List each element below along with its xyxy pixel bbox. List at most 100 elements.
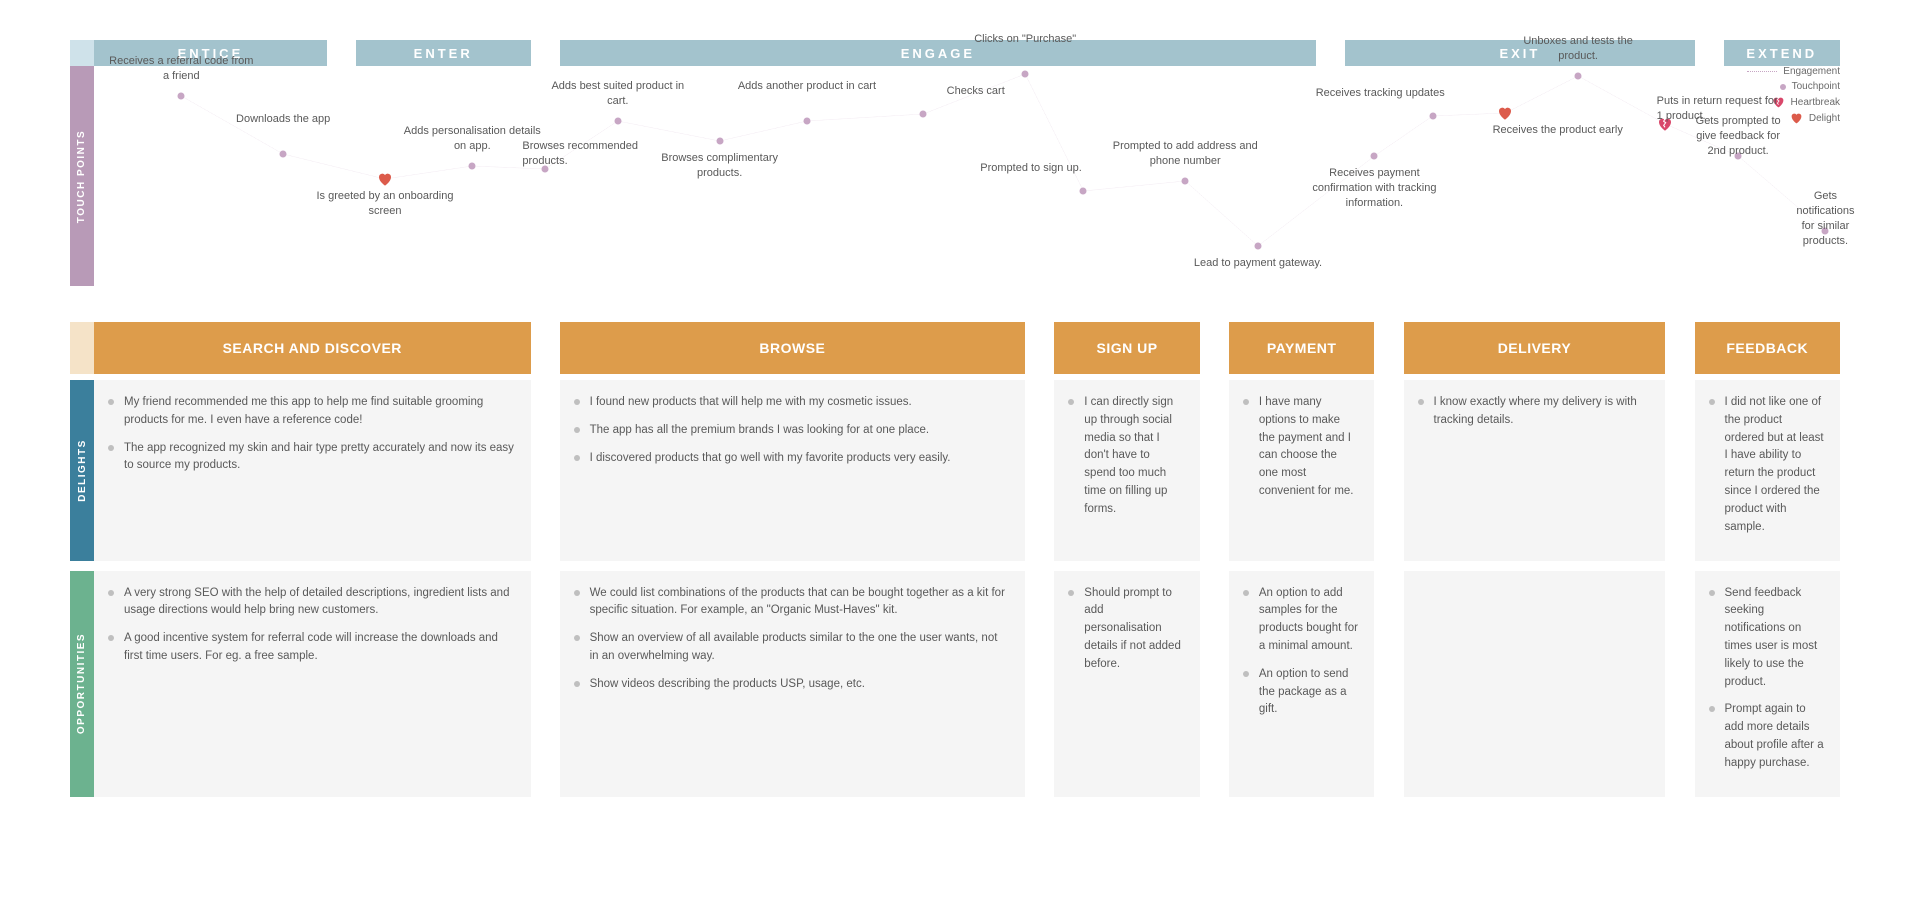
touchpoints-side-tab: TOUCH POINTS (70, 66, 94, 286)
list-item: I can directly sign up through social me… (1068, 394, 1184, 519)
touchpoint-8 (920, 111, 927, 118)
list-item: A good incentive system for referral cod… (108, 630, 515, 666)
heart-delight-icon (1497, 106, 1513, 121)
touchpoint-label: Downloads the app (236, 112, 330, 127)
category-browse: BROWSE (560, 322, 1026, 374)
category-search-and-discover: SEARCH AND DISCOVER (94, 322, 531, 374)
touchpoint-dot-icon (1780, 84, 1786, 90)
touchpoint-dot-icon (280, 151, 287, 158)
touchpoint-label: Checks cart (947, 84, 1005, 99)
list-item: I did not like one of the product ordere… (1709, 394, 1825, 537)
category-sign-up: SIGN UP (1054, 322, 1200, 374)
phase-enter: ENTER (356, 40, 531, 66)
phase-engage: ENGAGE (560, 40, 1317, 66)
touchpoint-dot-icon (920, 111, 927, 118)
touchpoint-0 (178, 93, 185, 100)
touchpoint-label: Adds best suited product in cart. (543, 79, 693, 109)
opportunities-box-delivery (1404, 571, 1666, 797)
opportunities-box-feedback: Send feedback seeking notifications on t… (1695, 571, 1841, 797)
touchpoint-label: Receives tracking updates (1316, 86, 1445, 101)
list-item: Show videos describing the products USP,… (574, 676, 1010, 694)
touchpoint-label: Gets prompted to give feedback for 2nd p… (1687, 114, 1789, 159)
opportunities-box-payment: An option to add samples for the product… (1229, 571, 1375, 797)
list-item: An option to send the package as a gift. (1243, 666, 1359, 719)
touchpoint-label: Prompted to add address and phone number (1110, 139, 1260, 169)
touchpoint-9 (1022, 71, 1029, 78)
opportunities-row: OPPORTUNITIES A very strong SEO with the… (70, 571, 1840, 797)
touchpoint-label: Browses complimentary products. (645, 151, 795, 181)
touchpoint-dot-icon (716, 138, 723, 145)
touchpoint-label: Unboxes and tests the product. (1503, 34, 1653, 64)
opportunities-box-search_and_discover: A very strong SEO with the help of detai… (94, 571, 531, 797)
category-payment: PAYMENT (1229, 322, 1375, 374)
touchpoint-12 (1254, 243, 1261, 250)
list-item: Should prompt to add personalisation det… (1068, 585, 1184, 674)
delights-box-payment: I have many options to make the payment … (1229, 380, 1375, 561)
touchpoint-label: Prompted to sign up. (980, 161, 1082, 176)
touchpoint-7 (803, 118, 810, 125)
delights-box-browse: I found new products that will help me w… (560, 380, 1026, 561)
list-item: I know exactly where my delivery is with… (1418, 394, 1650, 430)
touchpoints-section: TOUCH POINTS Engagement Touchpoint Heart… (70, 66, 1840, 286)
delights-side-tab: DELIGHTS (70, 380, 94, 561)
category-side-accent (70, 322, 94, 374)
touchpoints-side-label: TOUCH POINTS (77, 129, 88, 222)
touchpoint-6 (716, 138, 723, 145)
touchpoint-label: Gets notifications for similar products. (1796, 189, 1854, 248)
touchpoint-dot-icon (1575, 73, 1582, 80)
delights-side-label: DELIGHTS (77, 439, 88, 502)
touchpoint-16 (1575, 73, 1582, 80)
touchpoint-dot-icon (469, 163, 476, 170)
category-feedback: FEEDBACK (1695, 322, 1841, 374)
touchpoint-label: Is greeted by an onboarding screen (310, 189, 460, 219)
heart-delight-icon (1790, 112, 1803, 124)
engagement-dash-icon (1747, 71, 1777, 72)
opportunities-side-tab: OPPORTUNITIES (70, 571, 94, 797)
touchpoint-label: Clicks on "Purchase" (974, 32, 1076, 47)
touchpoint-label: Adds another product in cart (738, 79, 876, 94)
touchpoint-11 (1182, 178, 1189, 185)
touchpoint-dot-icon (1254, 243, 1261, 250)
delights-box-sign_up: I can directly sign up through social me… (1054, 380, 1200, 561)
engagement-line (94, 66, 1840, 286)
list-item: A very strong SEO with the help of detai… (108, 585, 515, 621)
touchpoint-dot-icon (1429, 113, 1436, 120)
touchpoint-3 (469, 163, 476, 170)
phase-header-accent (70, 40, 94, 66)
legend-engagement: Engagement (1720, 66, 1840, 77)
delights-box-delivery: I know exactly where my delivery is with… (1404, 380, 1666, 561)
list-item: We could list combinations of the produc… (574, 585, 1010, 621)
delights-box-search_and_discover: My friend recommended me this app to hel… (94, 380, 531, 561)
list-item: I discovered products that go well with … (574, 450, 1010, 468)
list-item: Prompt again to add more details about p… (1709, 701, 1825, 772)
touchpoint-dot-icon (1182, 178, 1189, 185)
touchpoint-2 (377, 172, 393, 187)
category-delivery: DELIVERY (1404, 322, 1666, 374)
opportunities-box-sign_up: Should prompt to add personalisation det… (1054, 571, 1200, 797)
touchpoints-canvas: Engagement Touchpoint Heartbreak Delight… (94, 66, 1840, 286)
touchpoint-dot-icon (803, 118, 810, 125)
touchpoint-dot-icon (1371, 153, 1378, 160)
touchpoint-dot-icon (178, 93, 185, 100)
touchpoint-dot-icon (1080, 188, 1087, 195)
touchpoint-dot-icon (614, 118, 621, 125)
touchpoint-label: Lead to payment gateway. (1194, 256, 1322, 271)
touchpoint-5 (614, 118, 621, 125)
opportunities-side-label: OPPORTUNITIES (77, 633, 88, 734)
legend-touchpoint: Touchpoint (1720, 81, 1840, 92)
list-item: The app recognized my skin and hair type… (108, 440, 515, 476)
touchpoint-13 (1371, 153, 1378, 160)
list-item: Send feedback seeking notifications on t… (1709, 585, 1825, 692)
opportunities-box-browse: We could list combinations of the produc… (560, 571, 1026, 797)
category-header-row: SEARCH AND DISCOVER BROWSE SIGN UP PAYMENT D… (70, 322, 1840, 374)
list-item: An option to add samples for the product… (1243, 585, 1359, 656)
list-item: I found new products that will help me w… (574, 394, 1010, 412)
list-item: The app has all the premium brands I was… (574, 422, 1010, 440)
touchpoint-dot-icon (1022, 71, 1029, 78)
touchpoint-14 (1429, 113, 1436, 120)
touchpoint-label: Receives payment confirmation with track… (1299, 166, 1449, 211)
delights-box-feedback: I did not like one of the product ordere… (1695, 380, 1841, 561)
list-item: Show an overview of all available produc… (574, 630, 1010, 666)
touchpoint-1 (280, 151, 287, 158)
heart-delight-icon (377, 172, 393, 187)
